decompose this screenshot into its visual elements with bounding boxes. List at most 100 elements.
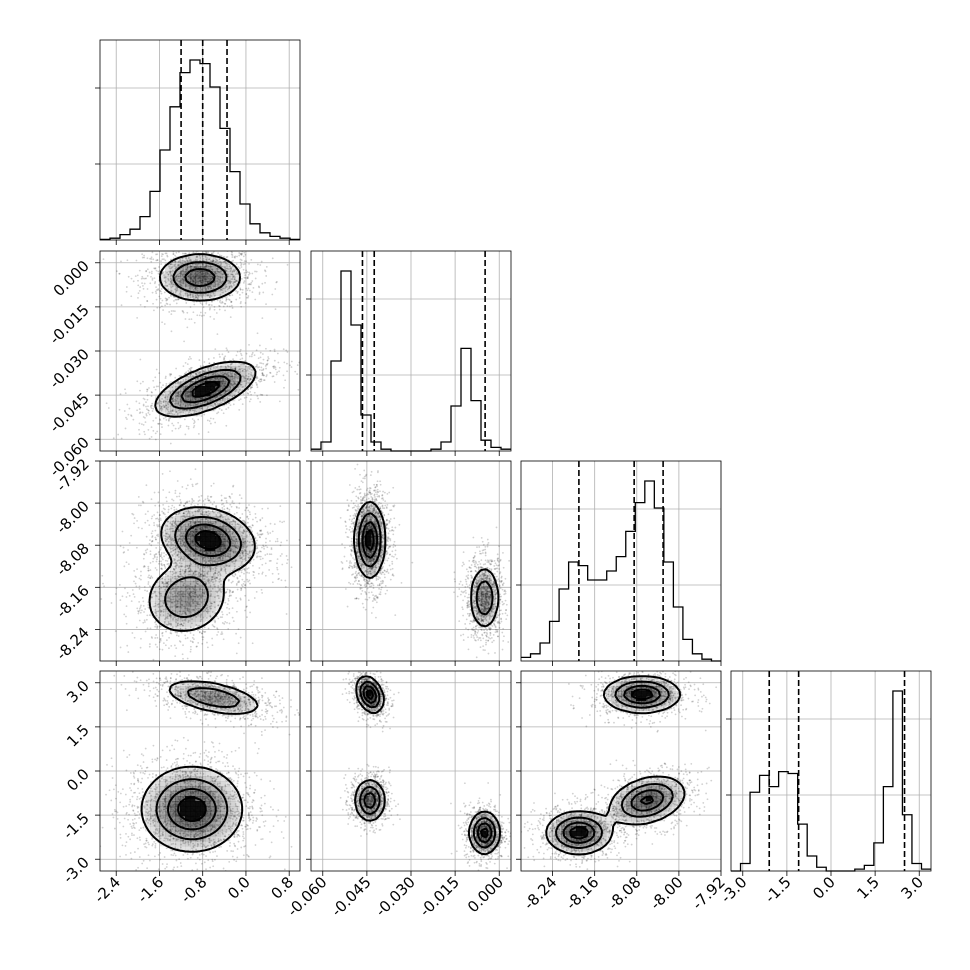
sample-point (172, 253, 175, 256)
sample-point (238, 252, 241, 254)
sample-point (167, 508, 170, 511)
density-cell (170, 261, 176, 267)
sample-point (155, 560, 158, 563)
sample-point (172, 399, 174, 402)
sample-point (273, 359, 276, 362)
sample-point (247, 372, 250, 375)
sample-point (146, 408, 148, 411)
sample-point (200, 294, 203, 297)
sample-point (251, 384, 254, 386)
sample-point (236, 547, 239, 550)
sample-point (247, 580, 250, 583)
sample-point (215, 396, 217, 399)
sample-point (234, 382, 236, 385)
sample-point (279, 544, 282, 547)
sample-point (237, 642, 240, 645)
sample-point (208, 273, 211, 276)
sample-point (154, 432, 157, 435)
sample-point (165, 639, 168, 642)
sample-point (188, 286, 191, 289)
sample-point (175, 391, 178, 394)
sample-point (164, 377, 167, 379)
density-cell (230, 281, 236, 287)
sample-point (153, 267, 156, 270)
sample-point (253, 505, 256, 508)
sample-point (171, 263, 174, 266)
sample-point (189, 244, 191, 246)
sample-point (179, 258, 182, 261)
sample-point (264, 270, 267, 273)
sample-point (179, 291, 182, 293)
density-cell (210, 391, 216, 397)
sample-point (169, 374, 172, 377)
sample-point (219, 402, 222, 405)
density-cell (195, 396, 201, 402)
sample-point (212, 398, 214, 401)
sample-point (247, 277, 249, 280)
sample-point (182, 279, 185, 282)
sample-point (264, 562, 267, 565)
sample-point (160, 288, 163, 290)
sample-point (238, 371, 241, 374)
sample-point (207, 287, 210, 290)
sample-point (206, 259, 208, 261)
sample-point (227, 287, 230, 290)
sample-point (119, 599, 122, 601)
sample-point (212, 285, 215, 288)
sample-point (148, 413, 151, 416)
sample-point (139, 382, 142, 385)
sample-point (147, 411, 150, 414)
sample-point (261, 394, 264, 396)
sample-point (201, 407, 204, 410)
sample-point (208, 369, 210, 372)
sample-point (186, 295, 189, 297)
sample-point (182, 268, 185, 271)
sample-point (154, 290, 157, 293)
density-cell (205, 271, 211, 277)
sample-point (240, 259, 243, 262)
sample-point (190, 357, 192, 360)
sample-point (243, 376, 245, 379)
panel-frame (99, 250, 301, 452)
sample-point (273, 367, 275, 369)
sample-point (246, 616, 248, 619)
sample-point (176, 391, 179, 394)
density-cell (165, 411, 171, 417)
sample-point (133, 517, 136, 519)
density-cell (185, 281, 191, 287)
sample-point (236, 272, 239, 275)
sample-point (190, 273, 193, 276)
sample-point (282, 348, 285, 351)
sample-point (196, 287, 199, 290)
sample-point (170, 274, 173, 277)
sample-point (179, 281, 182, 284)
density-cell (180, 271, 186, 277)
sample-point (152, 379, 155, 382)
sample-point (286, 263, 289, 266)
sample-point (289, 364, 291, 367)
sample-point (212, 260, 214, 263)
sample-point (157, 270, 160, 273)
sample-point (214, 404, 217, 406)
sample-point (227, 371, 230, 374)
sample-point (153, 277, 156, 280)
sample-point (235, 538, 238, 541)
sample-point (117, 433, 120, 436)
sample-point (178, 292, 181, 295)
sample-point (223, 266, 226, 269)
sample-point (247, 517, 250, 520)
sample-point (178, 495, 181, 498)
sample-point (201, 296, 204, 299)
sample-point (182, 282, 185, 285)
sample-point (206, 257, 208, 259)
sample-point (206, 286, 209, 288)
sample-point (165, 285, 168, 287)
sample-point (235, 271, 238, 273)
sample-point (193, 321, 196, 324)
sample-point (270, 338, 273, 340)
sample-point (201, 377, 204, 379)
sample-point (157, 272, 160, 275)
sample-point (186, 409, 188, 412)
sample-point (155, 298, 158, 301)
sample-point (228, 397, 231, 400)
